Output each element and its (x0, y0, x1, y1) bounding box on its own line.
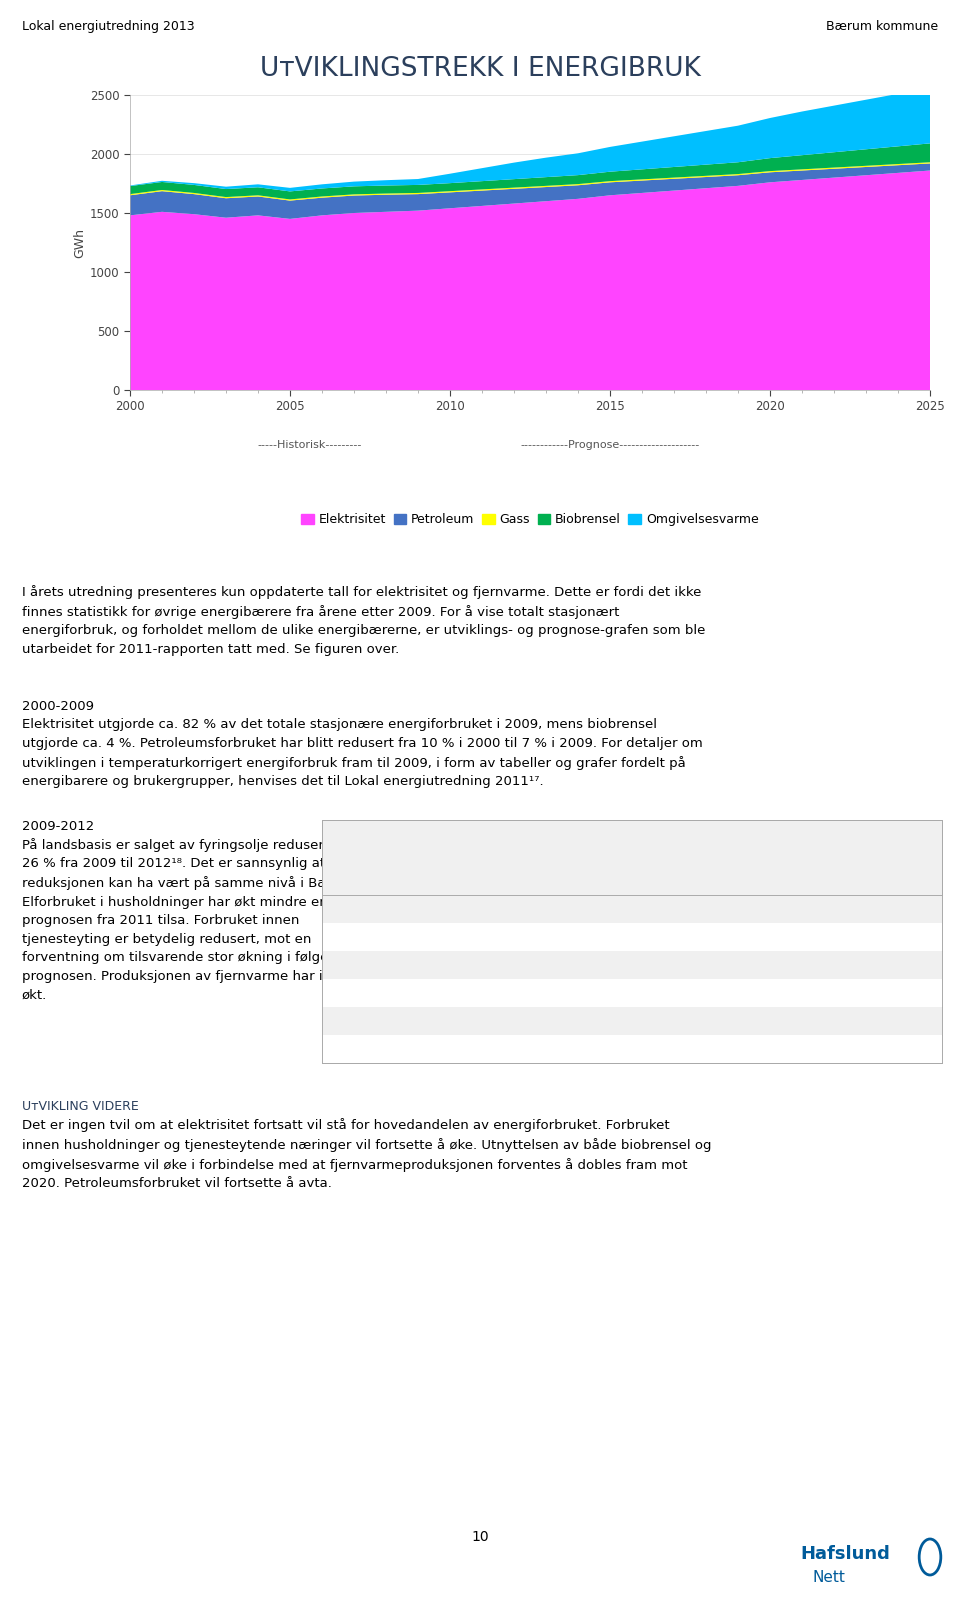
Text: 10: 10 (471, 1530, 489, 1544)
Text: FV tjenesteyting: FV tjenesteyting (330, 985, 427, 1000)
Text: 38,4: 38,4 (703, 958, 729, 971)
Text: 24,1: 24,1 (908, 1014, 934, 1027)
Y-axis label: GWh: GWh (73, 227, 85, 257)
Text: -----Historisk---------: -----Historisk--------- (258, 441, 362, 450)
Text: El tjenesteyting: El tjenesteyting (330, 958, 422, 971)
Text: 2000-2009: 2000-2009 (22, 699, 94, 712)
Text: Prognose
økning
2009-2012
(GWh): Prognose økning 2009-2012 (GWh) (608, 827, 671, 886)
Text: UᴛVIKLINGSTREKK I ENERGIBRUK: UᴛVIKLINGSTREKK I ENERGIBRUK (259, 56, 701, 81)
Text: ------------Prognose--------------------: ------------Prognose-------------------- (520, 441, 700, 450)
Text: Elektrisitet utgjorde ca. 82 % av det totale stasjonære energiforbruket i 2009, : Elektrisitet utgjorde ca. 82 % av det to… (22, 719, 703, 787)
Text: -2,5: -2,5 (911, 985, 934, 1000)
Text: 8,8: 8,8 (710, 1041, 729, 1056)
Text: Bærum kommune: Bærum kommune (826, 21, 938, 34)
Text: Det er ingen tvil om at elektrisitet fortsatt vil stå for hovedandelen av energi: Det er ingen tvil om at elektrisitet for… (22, 1118, 711, 1190)
Text: I årets utredning presenteres kun oppdaterte tall for elektrisitet og fjernvarme: I årets utredning presenteres kun oppdat… (22, 585, 706, 656)
Text: -0,9: -0,9 (706, 929, 729, 942)
Text: El industri: El industri (330, 1014, 390, 1027)
Text: UᴛVIKLING VIDERE: UᴛVIKLING VIDERE (22, 1100, 139, 1113)
Text: Fjernvarme totalt: Fjernvarme totalt (330, 1041, 433, 1056)
Text: Lokal energiutredning 2013: Lokal energiutredning 2013 (22, 21, 195, 34)
Text: 21,0: 21,0 (703, 902, 729, 915)
Text: El husholdninger: El husholdninger (330, 902, 429, 915)
Text: -0,3: -0,3 (911, 929, 934, 942)
Text: 9,7: 9,7 (710, 985, 729, 1000)
Text: Hafslund: Hafslund (800, 1544, 890, 1563)
Text: 11,3: 11,3 (908, 902, 934, 915)
Text: 2009-2012: 2009-2012 (22, 819, 94, 834)
Text: -44,4: -44,4 (903, 958, 934, 971)
Text: Faktisk
økning
2009-2012
(GWh): Faktisk økning 2009-2012 (GWh) (807, 827, 872, 886)
Legend: Elektrisitet, Petroleum, Gass, Biobrensel, Omgivelsesvarme: Elektrisitet, Petroleum, Gass, Biobrense… (297, 508, 764, 532)
Text: Nett: Nett (812, 1570, 845, 1584)
Text: 1,5: 1,5 (710, 1014, 729, 1027)
Text: -2,8: -2,8 (911, 1041, 934, 1056)
Text: På landsbasis er salget av fyringsolje redusert med
26 % fra 2009 til 2012¹⁸. De: På landsbasis er salget av fyringsolje r… (22, 838, 363, 1001)
Text: Utviklingstrekk: Utviklingstrekk (330, 827, 419, 842)
Text: FV husholdninger: FV husholdninger (330, 929, 433, 942)
